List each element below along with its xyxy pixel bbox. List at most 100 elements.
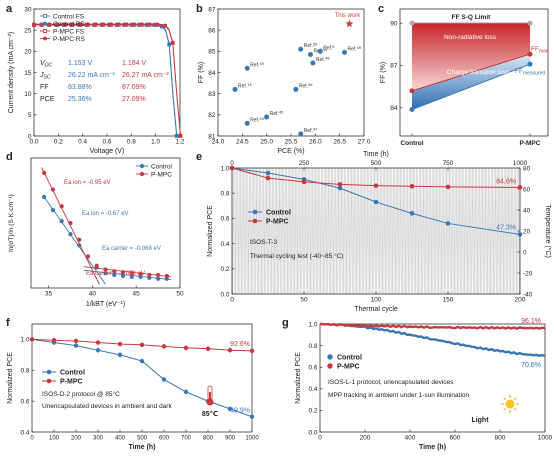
x-tick-label: 45 xyxy=(133,291,141,298)
icon-label: 85℃ xyxy=(202,410,218,418)
x-tick-label: 150 xyxy=(443,297,454,304)
point-label-sup: 39 xyxy=(259,61,264,66)
x-axis-label: Time (h) xyxy=(419,444,446,451)
legend-label: P-MPC xyxy=(60,379,83,386)
legend-label: Control xyxy=(151,163,173,170)
data-point xyxy=(445,221,451,226)
point-label: Ref.50 xyxy=(304,42,318,50)
category-label: Control xyxy=(400,140,423,147)
data-point xyxy=(161,377,167,382)
x-tick-label: 26.0 xyxy=(309,139,322,146)
point-label-sup: 48 xyxy=(325,55,330,60)
table-row-label-sub: OC xyxy=(45,63,53,69)
y-axis-label: Normalized PCE xyxy=(207,205,214,257)
activation-energy-label: Ea carrier = -0.052 eV xyxy=(86,271,145,277)
x-tick-label: 0.8 xyxy=(127,139,136,146)
scatter-point xyxy=(307,52,313,58)
table-value-pmpc: 26.27 mA cm⁻² xyxy=(122,72,170,79)
data-point xyxy=(373,199,379,205)
plot-frame xyxy=(30,157,181,289)
point-label: Ref.47 xyxy=(304,126,318,134)
x-axis-label: Thermal cycle xyxy=(354,306,398,313)
data-point xyxy=(86,22,90,26)
x-tick-label: 25.5 xyxy=(285,139,298,146)
y-axis-label: Normalized PCE xyxy=(295,352,302,404)
y2-tick-label: -20 xyxy=(523,270,533,277)
x-tick-label: 200 xyxy=(515,297,526,304)
x-tick-label: 27.0 xyxy=(358,139,371,146)
x-tick-label: 900 xyxy=(225,436,236,442)
legend-marker xyxy=(46,378,52,384)
charge-transport-loss-region xyxy=(412,54,530,110)
data-point xyxy=(337,182,343,187)
point-label: Ref.14 xyxy=(238,82,252,90)
x-tick-label: 1000 xyxy=(245,436,259,442)
icon-label: Light xyxy=(471,417,489,424)
thermometer-bulb xyxy=(206,398,214,406)
legend-label: P-MPC FS xyxy=(53,28,85,35)
point-label-sup: 46 xyxy=(308,82,313,87)
sq-point xyxy=(527,20,533,26)
panel-letter-c: c xyxy=(378,3,384,15)
series-trace-p-mpc xyxy=(319,322,546,331)
x-tick-label: 0 xyxy=(230,297,234,304)
x-axis-label: 1/kBT (eV⁻¹) xyxy=(86,301,125,308)
ff-measured-point xyxy=(527,61,533,67)
scatter-point xyxy=(244,120,250,126)
x-tick-label: 50 xyxy=(176,291,184,298)
legend-marker xyxy=(46,369,52,375)
y-tick-label: 90 xyxy=(390,20,398,27)
sun-ray xyxy=(503,397,507,401)
note-conditions: Unencapsulated devices in ambient and da… xyxy=(42,403,172,410)
x-tick-label: 400 xyxy=(115,436,126,442)
fit-line-pmpc-ion xyxy=(41,167,100,285)
y-tick-label: 10 xyxy=(24,91,32,98)
point-label-sup: 49 xyxy=(357,45,362,50)
panel-b-ff-vs-pce: 24.0 24.5 25.0 25.5 26.0 26.5 27.0 81 82 83 84 85 86… xyxy=(198,6,371,155)
end-label-pmpc: 96.1% xyxy=(521,318,541,325)
note-protocol: ISOS-T-3 xyxy=(250,239,277,246)
data-point xyxy=(95,348,101,353)
scatter-point xyxy=(342,49,348,55)
end-label-pmpc: 84.6% xyxy=(496,178,516,185)
table-row-label-sub: SC xyxy=(44,75,51,81)
y-tick-label: 1.0 xyxy=(308,321,317,328)
note-test: Thermal cycling test (-40~85 °C) xyxy=(250,252,343,260)
legend-label: Control RS xyxy=(53,21,85,28)
y-tick-label: 85 xyxy=(208,49,216,56)
x-axis-label: Time (h) xyxy=(128,444,155,451)
legend-label: P-MPC xyxy=(266,219,289,226)
x-tick-label: 40 xyxy=(89,291,97,298)
y2-tick-label: 40 xyxy=(523,207,531,214)
table-value-pmpc: 1.184 V xyxy=(122,60,146,67)
sun-icon xyxy=(501,395,519,413)
scatter-point xyxy=(310,60,316,66)
panel-letters: a b c d e f g xyxy=(6,3,384,329)
category-label: P-MPC xyxy=(520,140,541,147)
legend-marker xyxy=(252,209,258,215)
data-point xyxy=(117,352,123,358)
scatter-point xyxy=(244,65,250,71)
y-tick-label: 0.0 xyxy=(308,429,317,436)
y-tick-label: 84 xyxy=(390,105,398,112)
y-tick-label: 30 xyxy=(24,6,32,13)
data-point xyxy=(32,22,36,26)
data-point xyxy=(117,341,123,347)
data-point xyxy=(227,406,233,412)
x-tick-label: 400 xyxy=(405,435,416,442)
data-point xyxy=(101,22,106,26)
panel-c-ff-losses: 84 87 90 FF (%) Control P-MPC FF S-Q Limit Non-… xyxy=(380,8,549,147)
x-tick-label: 50 xyxy=(300,297,308,304)
sun-ray xyxy=(503,407,507,411)
data-point xyxy=(178,133,183,138)
table-row-label: PCE xyxy=(40,96,55,103)
data-point xyxy=(227,348,233,353)
y-tick-label: 83 xyxy=(208,91,216,98)
point-label-sup: 45 xyxy=(279,109,284,114)
scatter-point xyxy=(298,131,304,137)
sun-ray xyxy=(513,407,517,411)
point-label-sup: 47 xyxy=(313,126,318,131)
panel-a-jv-curve: 0.0 0.2 0.4 0.6 0.8 1.0 1.2 0 5 10 15 20 25 30 Voltage… xyxy=(8,6,185,155)
x2-tick-label: 250 xyxy=(299,160,310,167)
sq-limit-label: FF S-Q Limit xyxy=(452,14,491,21)
